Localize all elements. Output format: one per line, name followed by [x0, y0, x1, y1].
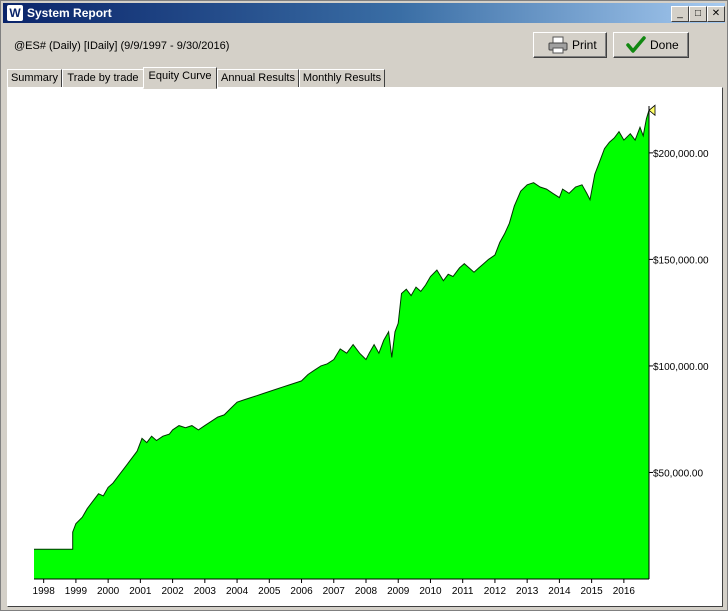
- x-tick-label-2010: 2010: [419, 586, 442, 597]
- x-tick-label-2015: 2015: [581, 586, 604, 597]
- title-bar[interactable]: W System Report _ □ ✕: [3, 3, 725, 23]
- tab-trade-by-trade[interactable]: Trade by trade: [62, 69, 144, 88]
- x-tick-label-2002: 2002: [161, 586, 184, 597]
- x-tick-label-2009: 2009: [387, 586, 410, 597]
- maximize-icon[interactable]: □: [689, 6, 707, 22]
- print-label: Print: [572, 38, 597, 52]
- x-tick-label-2003: 2003: [194, 586, 217, 597]
- tab-annual-results[interactable]: Annual Results: [217, 69, 299, 88]
- x-tick-label-2000: 2000: [97, 586, 120, 597]
- y-tick-label-2: $150,000.00: [653, 255, 709, 266]
- minimize-icon[interactable]: _: [671, 6, 689, 22]
- y-tick-label-1: $100,000.00: [653, 362, 709, 373]
- x-tick-label-2013: 2013: [516, 586, 539, 597]
- x-tick-label-2004: 2004: [226, 586, 249, 597]
- x-tick-label-2005: 2005: [258, 586, 281, 597]
- report-subtitle: @ES# (Daily) [IDaily] (9/9/1997 - 9/30/2…: [14, 40, 230, 52]
- printer-icon: [548, 36, 568, 54]
- done-button[interactable]: Done: [613, 32, 689, 58]
- x-tick-label-2011: 2011: [452, 586, 474, 597]
- tab-monthly-results[interactable]: Monthly Results: [299, 69, 385, 88]
- checkmark-icon: [626, 36, 646, 53]
- y-tick-label-3: $200,000.00: [653, 149, 709, 160]
- x-tick-label-2001: 2001: [129, 586, 152, 597]
- x-tick-label-2007: 2007: [323, 586, 346, 597]
- x-tick-label-2006: 2006: [290, 586, 313, 597]
- x-tick-label-2016: 2016: [613, 586, 636, 597]
- close-icon[interactable]: ✕: [707, 6, 725, 22]
- x-tick-label-2012: 2012: [484, 586, 507, 597]
- x-tick-label-1998: 1998: [33, 586, 56, 597]
- print-button[interactable]: Print: [533, 32, 607, 58]
- x-tick-label-2008: 2008: [355, 586, 378, 597]
- equity-line: [34, 110, 650, 550]
- x-tick-label-2014: 2014: [548, 586, 571, 597]
- window-title: System Report: [27, 6, 112, 20]
- x-tick-label-1999: 1999: [65, 586, 88, 597]
- equity-curve-panel: 1998 1999 2000 2001 2002 2003 2004 2005 2006 2007…: [7, 87, 723, 607]
- tab-equity-curve[interactable]: Equity Curve: [143, 67, 217, 89]
- tab-summary[interactable]: Summary: [7, 69, 62, 88]
- last-value-marker: [648, 104, 656, 117]
- y-tick-label-0: $50,000.00: [653, 468, 703, 479]
- app-logo-icon: W: [7, 5, 23, 21]
- equity-curve-chart: 1998 1999 2000 2001 2002 2003 2004 2005 2006 2007…: [33, 104, 709, 597]
- done-label: Done: [650, 38, 679, 52]
- equity-area: [34, 110, 649, 580]
